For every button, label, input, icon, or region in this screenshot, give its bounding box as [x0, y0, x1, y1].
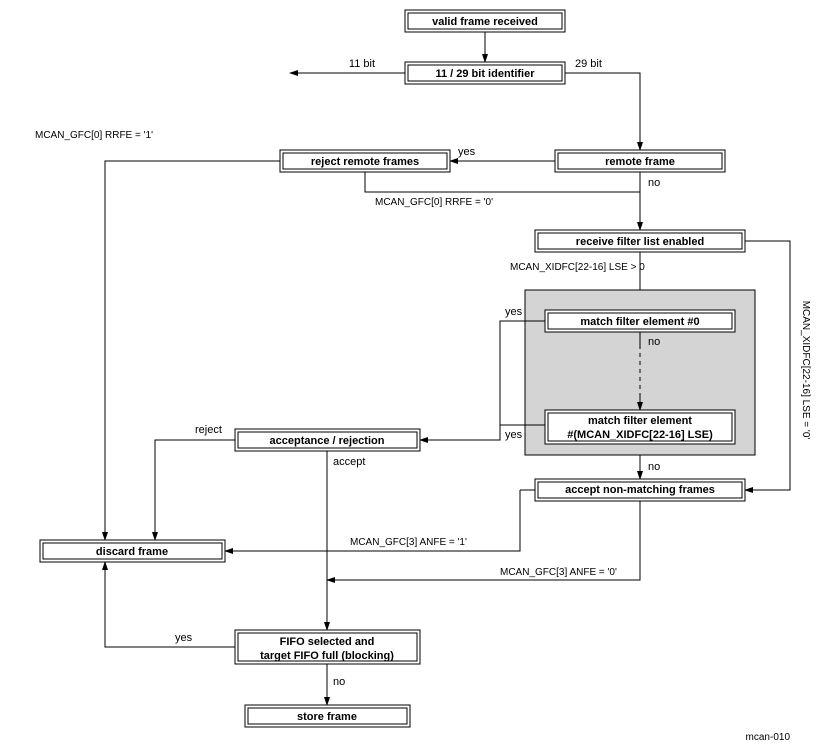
node-matchN: match filter element #(MCAN_XIDFC[22-16]… [545, 410, 735, 444]
node-accept-reject: acceptance / rejection [235, 429, 420, 451]
edge-11bit: 11 bit [349, 58, 375, 70]
edge-match0-no: no [648, 336, 660, 348]
label-matchN-l1: match filter element [588, 415, 692, 427]
edge-matchN-yes: yes [505, 429, 523, 441]
edge-fifo-no: no [333, 676, 345, 688]
node-identifier: 11 / 29 bit identifier [405, 62, 565, 84]
edge-match0-yes: yes [505, 306, 523, 318]
label-store: store frame [297, 711, 357, 723]
label-remote-frame: remote frame [605, 156, 675, 168]
node-filter-enabled: receive filter list enabled [535, 230, 745, 252]
edge-remote-no: no [648, 177, 660, 189]
node-store: store frame [245, 705, 410, 727]
label-accept-reject: acceptance / rejection [270, 435, 385, 447]
node-valid-frame: valid frame received [405, 10, 565, 32]
label-fifo-l1: FIFO selected and [280, 636, 375, 648]
edge-matchN-no: no [648, 461, 660, 473]
node-discard: discard frame [40, 540, 225, 562]
label-discard: discard frame [96, 546, 168, 558]
edge-29bit: 29 bit [575, 58, 602, 70]
label-identifier: 11 / 29 bit identifier [435, 68, 535, 80]
node-match0: match filter element #0 [545, 310, 735, 332]
edge-rrfe1: MCAN_GFC[0] RRFE = '1' [35, 130, 153, 141]
edge-anfe1: MCAN_GFC[3] ANFE = '1' [350, 537, 467, 548]
edge-lse-gt0: MCAN_XIDFC[22-16] LSE > 0 [510, 262, 645, 273]
label-match0: match filter element #0 [580, 316, 699, 328]
caption: mcan-010 [746, 732, 791, 743]
node-fifo: FIFO selected and target FIFO full (bloc… [235, 630, 420, 664]
edge-remote-yes: yes [458, 146, 476, 158]
edge-fifo-yes: yes [175, 632, 193, 644]
node-accept-nonmatch: accept non-matching frames [535, 479, 745, 501]
node-reject-remote: reject remote frames [280, 150, 450, 172]
label-reject-remote: reject remote frames [311, 156, 419, 168]
label-valid-frame: valid frame received [432, 16, 538, 28]
edge-reject: reject [195, 424, 222, 436]
node-remote-frame: remote frame [555, 150, 725, 172]
label-fifo-l2: target FIFO full (blocking) [260, 650, 394, 662]
flowchart: valid frame received 11 / 29 bit identif… [0, 0, 828, 749]
edge-anfe0: MCAN_GFC[3] ANFE = '0' [500, 567, 617, 578]
edge-accept: accept [333, 456, 365, 468]
label-filter-enabled: receive filter list enabled [576, 236, 704, 248]
label-matchN-l2: #(MCAN_XIDFC[22-16] LSE) [567, 429, 713, 441]
label-accept-nonmatch: accept non-matching frames [565, 484, 715, 496]
edge-rrfe0: MCAN_GFC[0] RRFE = '0' [375, 197, 493, 208]
edge-lse-eq0: MCAN_XIDFC[22-16] LSE = '0' [800, 301, 811, 440]
